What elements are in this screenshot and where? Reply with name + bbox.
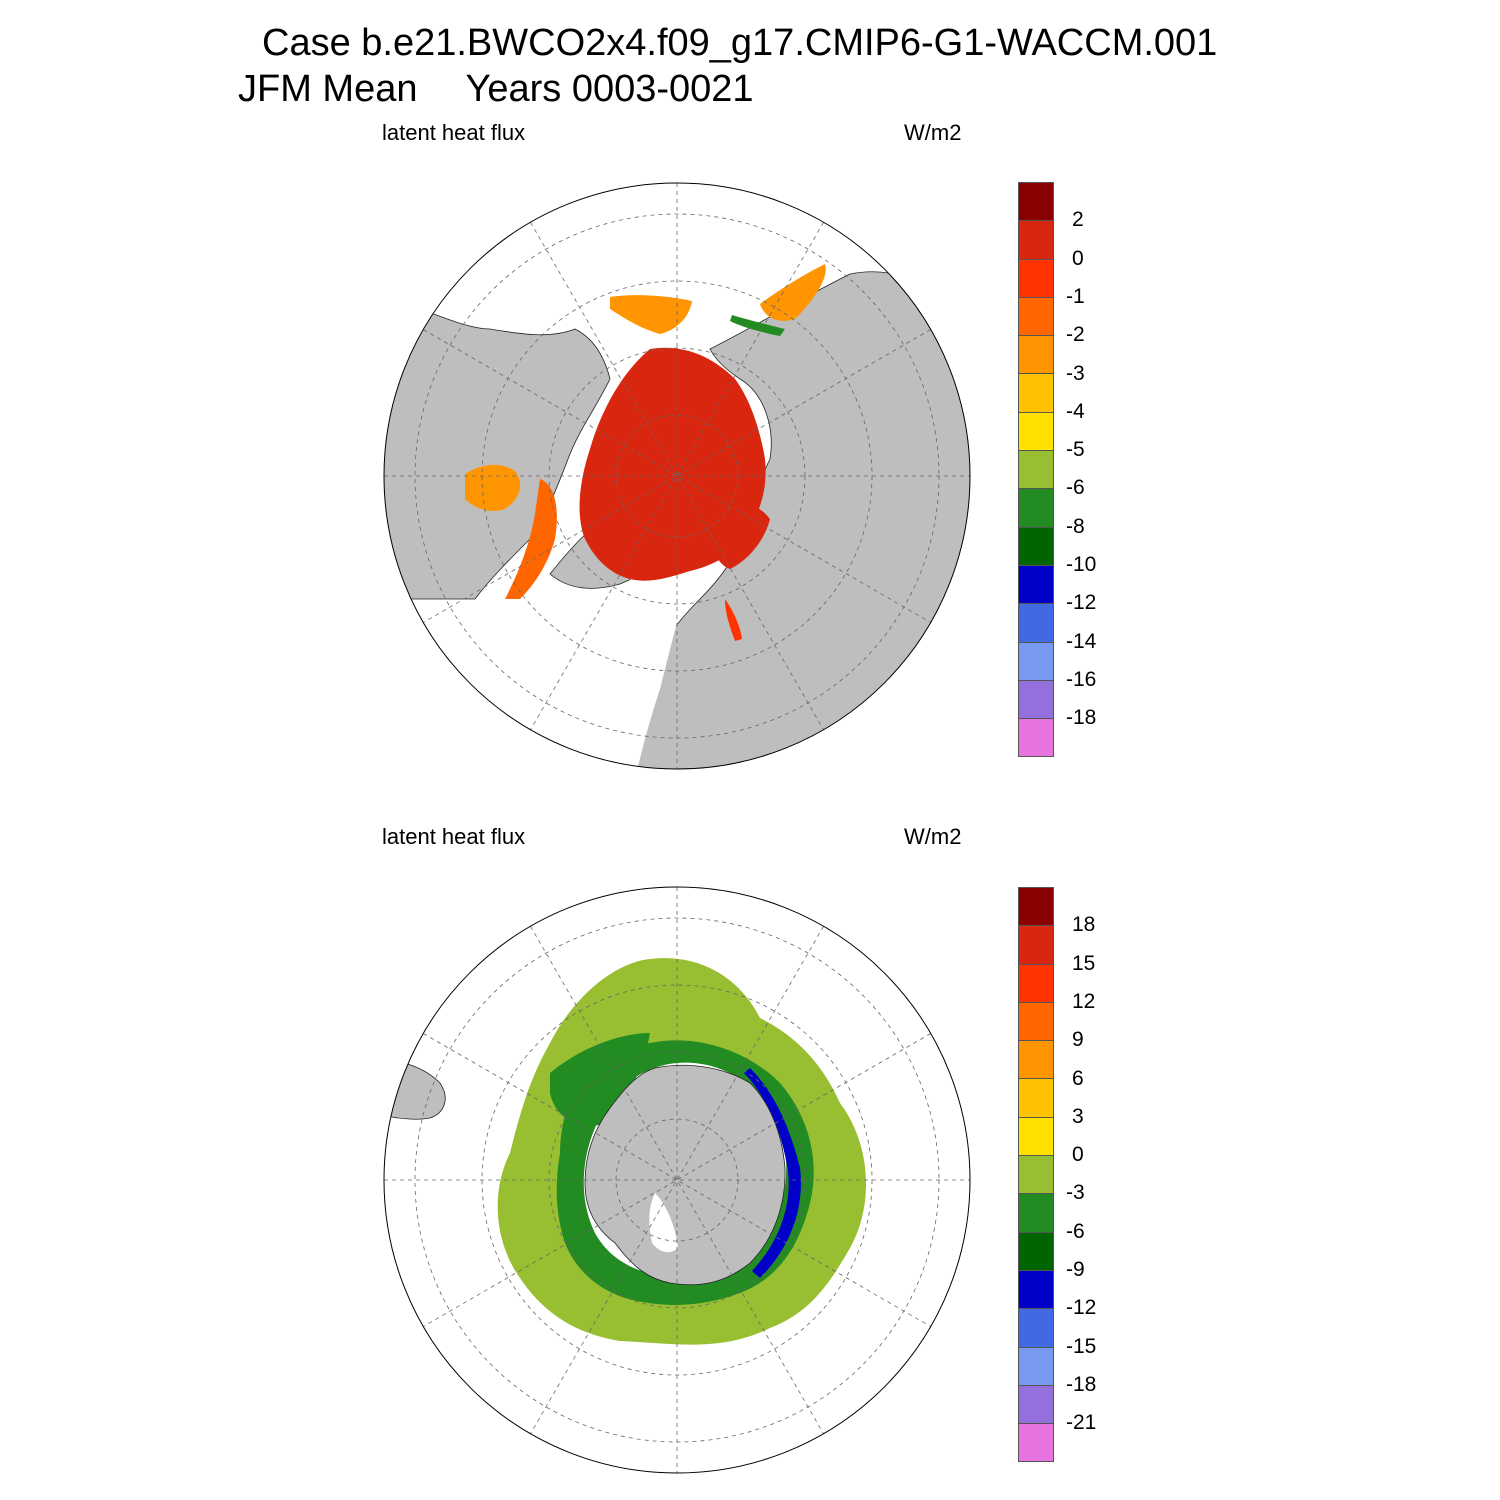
- figure-title-period: JFM Mean Years 0003-0021: [238, 70, 754, 108]
- nh-baffin-flux-field: [505, 479, 557, 599]
- figure-title-case: Case b.e21.BWCO2x4.f09_g17.CMIP6-G1-WACC…: [262, 22, 1218, 64]
- nh-colorbar: [1018, 182, 1054, 758]
- nh-units-label: W/m2: [904, 120, 962, 145]
- sh-ross-ice-shelf: [649, 1193, 678, 1253]
- nh-colorbar-box: [1018, 297, 1054, 337]
- nh-colorbar-tick-label: 2: [1072, 208, 1084, 232]
- sh-colorbar: [1018, 887, 1054, 1463]
- nh-colorbar-box: [1018, 412, 1054, 452]
- sh-map-border: [383, 886, 971, 1474]
- sh-colorbar-box: [1018, 1270, 1054, 1310]
- nh-colorbar-box: [1018, 719, 1054, 758]
- nh-colorbar-tick-label: -12: [1066, 591, 1097, 615]
- nh-barents-flux-field: [708, 502, 770, 569]
- sh-colorbar-box: [1018, 1385, 1054, 1425]
- sh-coastal-flux-field: [744, 1068, 801, 1278]
- sh-units-label: W/m2: [904, 824, 962, 849]
- sh-colorbar-box: [1018, 1347, 1054, 1386]
- sh-variable-label: latent heat flux: [382, 824, 526, 849]
- sh-colorbar-tick-label: 18: [1072, 913, 1096, 937]
- nh-colorbar-tick-label: -10: [1066, 553, 1097, 576]
- sh-colorbar-tick-label: 12: [1072, 989, 1096, 1013]
- nh-colorbar-tick-label: -3: [1066, 361, 1085, 385]
- nh-polar-map: [383, 182, 971, 770]
- sh-colorbar-box: [1018, 1232, 1054, 1271]
- nh-colorbar-tick-label: -16: [1066, 667, 1097, 691]
- sh-colorbar-box: [1018, 1156, 1054, 1195]
- years-label: Years 0003-0021: [465, 68, 754, 110]
- nh-colorbar-box: [1018, 680, 1054, 720]
- sh-colorbar-box: [1018, 926, 1054, 965]
- nh-colorbar-tick-label: -18: [1066, 706, 1097, 730]
- nh-colorbar-tick-label: 0: [1072, 246, 1084, 270]
- nh-colorbar-box: [1018, 642, 1054, 681]
- nh-okhotsk-flux-field: [760, 264, 826, 321]
- nh-colorbar-box: [1018, 259, 1054, 298]
- nh-colorbar-box: [1018, 336, 1054, 375]
- nh-colorbar-tick-label: -5: [1066, 438, 1085, 462]
- sh-colorbar-box: [1018, 1194, 1054, 1233]
- sh-colorbar-box: [1018, 887, 1054, 927]
- sh-colorbar-tick-label: -18: [1066, 1372, 1097, 1396]
- nh-colorbar-box: [1018, 451, 1054, 490]
- sh-colorbar-box: [1018, 1309, 1054, 1348]
- nh-colorbar-tick-label: -2: [1066, 323, 1085, 347]
- sh-polar-map: [383, 886, 971, 1474]
- nh-map-border: [383, 182, 971, 770]
- sh-colorbar-tick-label: 3: [1072, 1104, 1084, 1128]
- nh-variable-label: latent heat flux: [382, 120, 526, 145]
- sh-colorbar-tick-label: -9: [1066, 1258, 1085, 1281]
- nh-colorbar-box: [1018, 527, 1054, 566]
- sh-colorbar-box: [1018, 1117, 1054, 1157]
- sh-colorbar-tick-label: -15: [1066, 1334, 1097, 1358]
- sh-weddell-flux-field: [550, 1033, 650, 1127]
- sh-meridian-grid: [384, 887, 970, 1473]
- sh-colorbar-box: [1018, 1424, 1054, 1463]
- nh-land-north-america: [384, 298, 611, 600]
- nh-bering-flux-field: [610, 295, 692, 334]
- nh-colorbar-tick-label: -14: [1066, 629, 1097, 653]
- sh-colorbar-box: [1018, 1002, 1054, 1042]
- nh-colorbar-tick-label: -8: [1066, 514, 1085, 538]
- nh-ocean-north-atlantic: [610, 559, 690, 769]
- nh-colorbar-tick-label: -6: [1066, 476, 1085, 500]
- sh-colorbar-tick-label: -6: [1066, 1219, 1085, 1243]
- nh-baltic-flux-field: [725, 599, 742, 641]
- sh-colorbar-tick-label: -3: [1066, 1181, 1085, 1205]
- season-label: JFM Mean: [238, 68, 418, 110]
- nh-colorbar-box: [1018, 565, 1054, 605]
- sh-colorbar-tick-label: 15: [1072, 951, 1096, 975]
- nh-okhotsk-edge: [730, 315, 785, 336]
- sh-colorbar-tick-label: 0: [1072, 1143, 1084, 1167]
- nh-colorbar-box: [1018, 182, 1054, 222]
- nh-colorbar-box: [1018, 489, 1054, 528]
- sh-colorbar-box: [1018, 1041, 1054, 1080]
- nh-colorbar-tick-label: -4: [1066, 399, 1085, 423]
- sh-colorbar-tick-label: -12: [1066, 1296, 1097, 1320]
- sh-colorbar-tick-label: 9: [1072, 1028, 1084, 1052]
- nh-colorbar-box: [1018, 604, 1054, 643]
- nh-colorbar-tick-label: -1: [1066, 284, 1085, 308]
- nh-colorbar-box: [1018, 221, 1054, 260]
- sh-colorbar-tick-label: 6: [1072, 1066, 1084, 1090]
- sh-colorbar-box: [1018, 1079, 1054, 1118]
- sh-colorbar-box: [1018, 964, 1054, 1003]
- sh-colorbar-tick-label: -21: [1066, 1411, 1097, 1435]
- nh-meridian-grid: [384, 183, 970, 769]
- nh-colorbar-box: [1018, 374, 1054, 413]
